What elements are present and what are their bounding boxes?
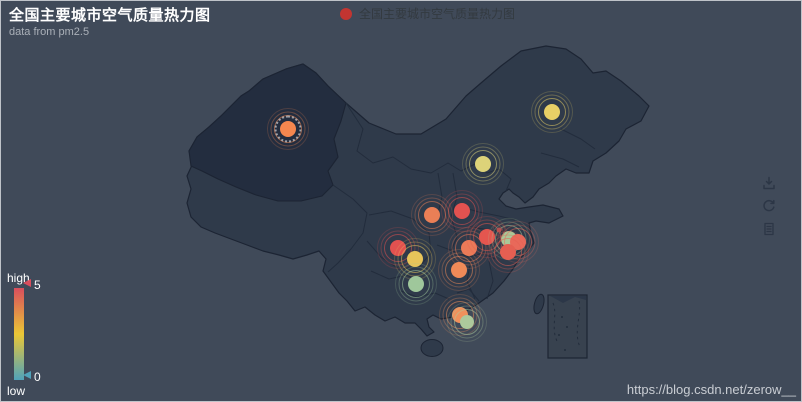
data-view-icon[interactable] (761, 221, 777, 237)
south-china-sea-inset (547, 294, 588, 359)
save-as-image-icon[interactable] (761, 175, 777, 191)
visual-map-min-value: 0 (34, 370, 41, 384)
toolbox (761, 175, 777, 237)
taiwan-island-shape[interactable] (532, 293, 546, 315)
restore-icon[interactable] (761, 198, 777, 214)
watermark-url: https://blog.csdn.net/zerow__ (626, 382, 796, 397)
chart-subtitle: data from pm2.5 (9, 26, 90, 38)
visual-map-bottom-handle[interactable] (23, 371, 31, 379)
legend-marker-icon (340, 7, 352, 20)
hainan-island-shape[interactable] (420, 339, 444, 357)
chart-title: 全国主要城市空气质量热力图 (9, 7, 211, 24)
visual-map-gradient-bar[interactable] (14, 288, 24, 380)
visual-map-max-value: 5 (34, 278, 41, 292)
legend-label: 全国主要城市空气质量热力图 (359, 7, 516, 21)
visual-map-low-label: low (7, 384, 26, 398)
visual-map-top-handle[interactable] (23, 279, 31, 287)
legend-item[interactable]: 全国主要城市空气质量热力图 (340, 5, 515, 22)
